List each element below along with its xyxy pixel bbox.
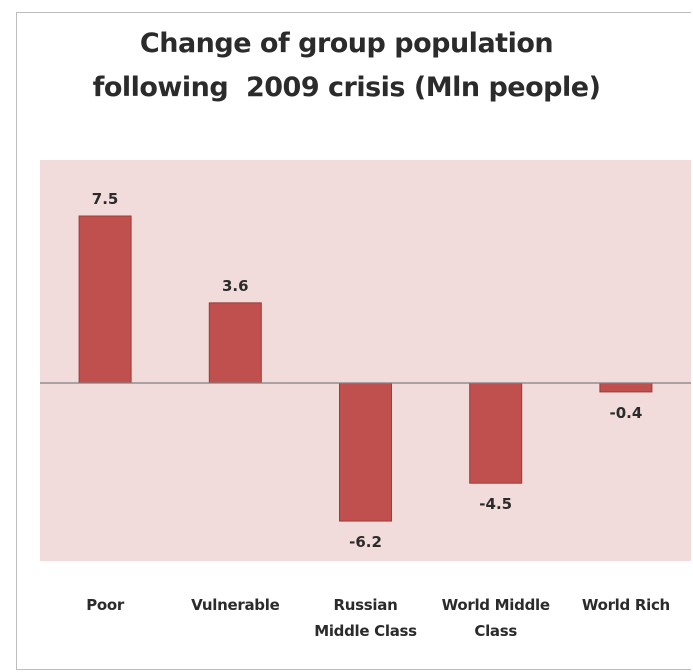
- bar: [469, 382, 523, 484]
- bar: [208, 302, 262, 384]
- data-label: -0.4: [609, 404, 642, 422]
- data-label: -6.2: [349, 533, 382, 551]
- category-label: Middle Class: [314, 622, 417, 640]
- data-label: 3.6: [222, 277, 249, 295]
- category-label: World Rich: [582, 596, 670, 614]
- category-label: Vulnerable: [191, 596, 279, 614]
- bar: [339, 382, 392, 522]
- data-label: 7.5: [92, 190, 119, 208]
- chart-title: Change of group population following 200…: [92, 28, 601, 103]
- category-label: Poor: [86, 596, 125, 614]
- data-label: -4.5: [479, 495, 512, 513]
- category-label: Class: [474, 622, 517, 640]
- bar: [599, 382, 653, 393]
- category-label: World Middle: [442, 596, 550, 614]
- bar: [78, 215, 132, 384]
- category-label: Russian: [334, 596, 398, 614]
